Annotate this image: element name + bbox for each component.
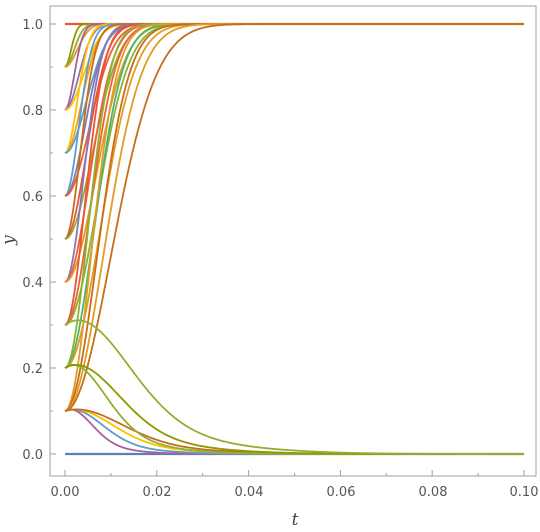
series-line-rising — [64, 23, 524, 412]
series-line-rising — [64, 23, 524, 197]
plot-frame — [49, 5, 537, 477]
y-tick-label: 0.6 — [22, 190, 43, 205]
series-line-decaying — [64, 319, 524, 455]
series-line-decaying — [64, 408, 524, 455]
series-line-rising — [64, 23, 524, 412]
series-line-rising — [64, 23, 524, 369]
series-line-decaying — [64, 363, 524, 455]
series-line-rising — [64, 23, 524, 412]
x-tick-label: 0.00 — [51, 485, 80, 500]
series-line-rising — [64, 23, 524, 240]
x-axis-label: t — [292, 510, 299, 530]
y-tick-label: 1.0 — [22, 18, 43, 33]
y-tick-label: 0.2 — [22, 362, 43, 377]
series-line-rising — [64, 23, 524, 369]
series-line-rising — [64, 23, 524, 240]
axis-ticks — [50, 23, 525, 476]
series-line-rising — [64, 23, 524, 326]
series-line-rising — [64, 23, 524, 326]
x-tick-label: 0.06 — [327, 485, 356, 500]
x-tick-label: 0.10 — [510, 485, 539, 500]
series-line-rising — [64, 23, 524, 197]
y-tick-label: 0.4 — [22, 276, 43, 291]
series-line-rising — [64, 23, 524, 197]
series-line-decaying — [64, 408, 524, 455]
series-line-rising — [64, 23, 524, 326]
y-tick-label: 0.8 — [22, 104, 43, 119]
x-tick-label: 0.02 — [143, 485, 172, 500]
series-line-decaying — [64, 363, 524, 455]
series-line-rising — [64, 23, 524, 412]
y-tick-label: 0.0 — [22, 448, 43, 463]
y-axis-label: y — [0, 235, 19, 246]
series-line-rising — [64, 23, 524, 369]
series-line-decaying — [64, 408, 524, 455]
series-line-decaying — [64, 408, 524, 455]
series-line-rising — [64, 23, 524, 240]
x-tick-label: 0.04 — [235, 485, 264, 500]
x-tick-label: 0.08 — [419, 485, 448, 500]
curves-group — [64, 22, 524, 456]
